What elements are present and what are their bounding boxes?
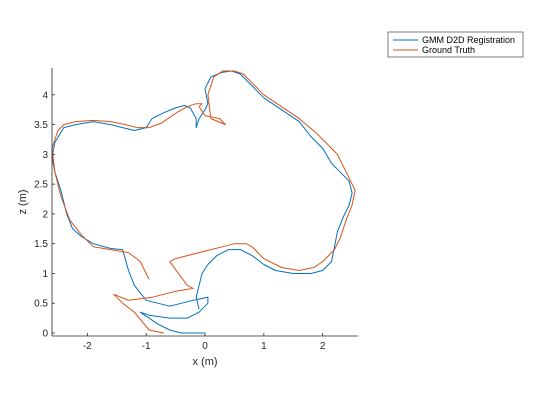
y-tick-label: 0 (42, 329, 48, 340)
legend-label-ground-truth: Ground Truth (422, 45, 475, 55)
plot-area (52, 68, 358, 336)
legend-box (387, 31, 524, 58)
y-tick-label: 1.5 (34, 239, 48, 250)
legend: GMM D2D Registration Ground Truth (387, 31, 524, 58)
y-tick-label: 3 (42, 150, 48, 161)
legend-label-gmm: GMM D2D Registration (422, 35, 515, 45)
series-line-ground-truth (51, 70, 356, 334)
x-tick-label: -2 (83, 341, 92, 352)
y-axis-label: z (m) (17, 189, 29, 214)
series-line-gmm (51, 70, 353, 334)
x-axis-label: x (m) (192, 356, 217, 368)
series-layer (51, 70, 356, 334)
y-tick-label: 0.5 (34, 299, 48, 310)
y-tick-label: 2 (42, 209, 48, 220)
y-ticks: 0 0.5 1 1.5 2 2.5 3 3.5 4 (34, 90, 55, 340)
x-tick-label: -1 (142, 341, 151, 352)
x-tick-label: 1 (261, 341, 267, 352)
x-tick-label: 0 (202, 341, 208, 352)
y-tick-label: 1 (42, 269, 48, 280)
x-ticks: -2 -1 0 1 2 (83, 333, 326, 352)
y-tick-label: 4 (42, 90, 48, 101)
x-tick-label: 2 (320, 341, 326, 352)
y-tick-label: 2.5 (34, 180, 48, 191)
y-tick-label: 3.5 (34, 120, 48, 131)
